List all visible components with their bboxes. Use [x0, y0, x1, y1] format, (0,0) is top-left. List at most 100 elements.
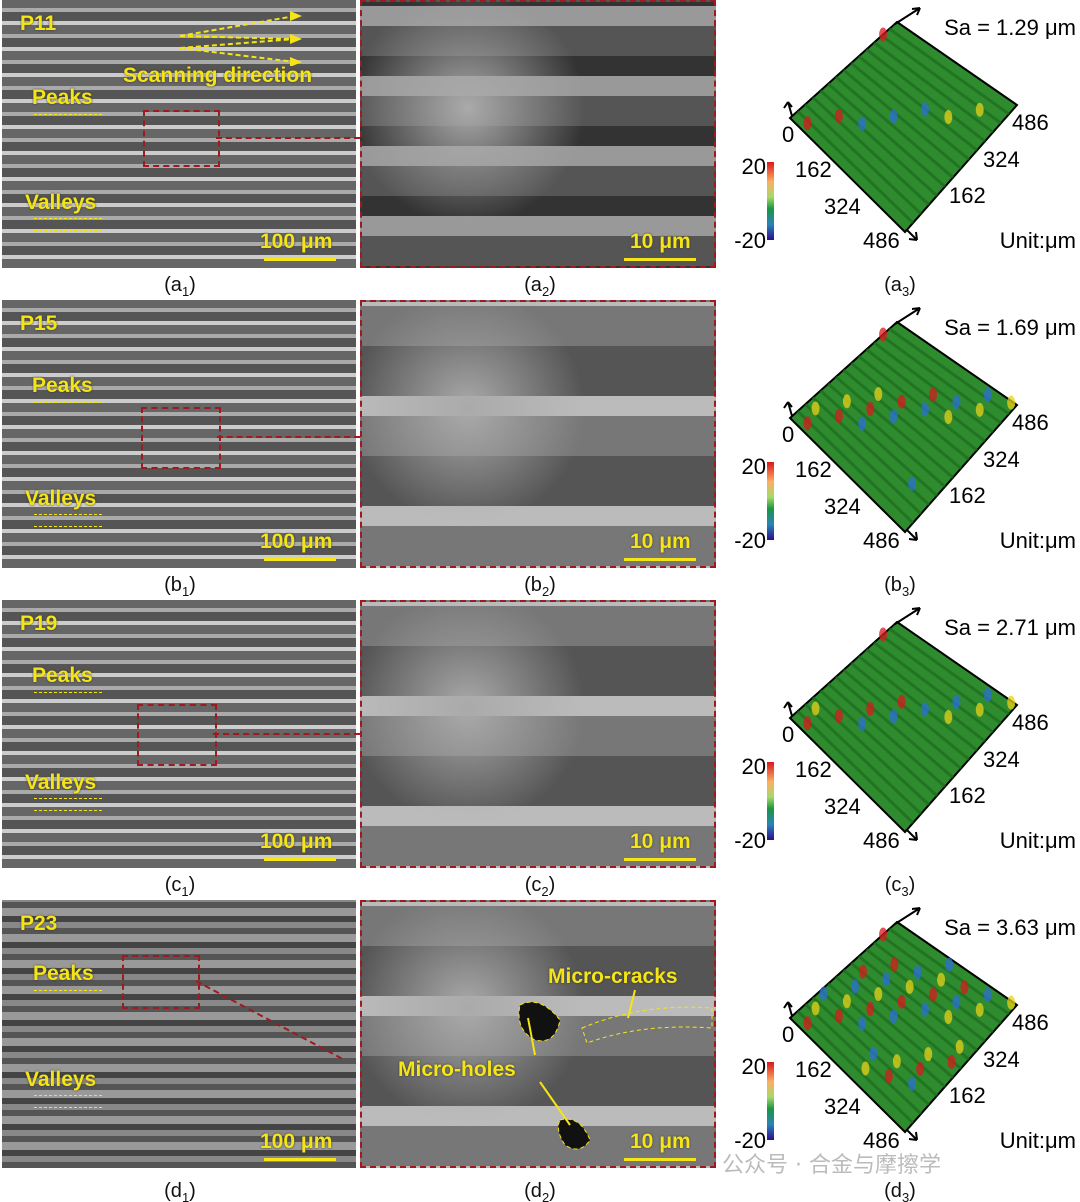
caption-close: )	[189, 274, 196, 296]
colorbar-max-label: 20	[742, 154, 766, 179]
surface-ridge	[842, 68, 962, 170]
unit-label: Unit:μm	[1000, 1128, 1076, 1153]
surface-ridge	[865, 348, 986, 443]
sample-label: P11	[20, 12, 57, 35]
panel-caption: (a1)	[140, 274, 220, 298]
unit-label: Unit:μm	[1000, 228, 1076, 253]
zoom-region-box	[122, 955, 200, 1009]
sem-image-low-mag: P15 Peaks Valleys 100 μm	[2, 300, 356, 568]
unit-label: Unit:μm	[1000, 528, 1076, 553]
surface-feature	[944, 410, 953, 425]
surface-feature	[874, 987, 883, 1002]
dashed-scan-path	[179, 38, 296, 49]
surface-feature	[811, 1001, 820, 1016]
pointer-arrow	[539, 1081, 571, 1126]
axis-tick: 0	[782, 1022, 794, 1047]
caption-subscript: 1	[181, 284, 190, 299]
surface-ridge	[865, 48, 986, 143]
axis-tick: 324	[983, 447, 1020, 472]
scale-bar-label: 100 μm	[260, 530, 333, 553]
arrow-head-icon	[290, 34, 302, 44]
surface-ridge	[857, 355, 978, 452]
axis-tick: 324	[824, 494, 861, 519]
panel-caption: (c1)	[140, 874, 220, 898]
surface-feature	[866, 1001, 875, 1016]
caption-subscript: 2	[541, 1190, 550, 1202]
scale-bar	[624, 1158, 696, 1161]
axis-arrow	[894, 607, 921, 625]
caption-close: )	[188, 874, 196, 896]
surface-feature	[874, 387, 883, 402]
axis-tick: 486	[1012, 410, 1049, 435]
pointer-arrow	[627, 989, 636, 1019]
sem-image-high-mag: 10 μm	[360, 600, 716, 868]
sem-image-high-mag: 10 μm	[360, 300, 716, 568]
pointer-arrow	[527, 1017, 536, 1056]
figure-row: P11 Peaks Valleys 100 μm 10 μm (a1) (a2) (a3) 0 1…	[0, 0, 1080, 300]
surface-feature	[1007, 395, 1016, 410]
zoom-region-box	[137, 704, 217, 766]
surface-ridge	[842, 368, 962, 470]
caption-letter: (a	[884, 274, 902, 296]
caption-close: )	[549, 274, 556, 296]
surface-feature	[929, 387, 938, 402]
figure-row: P19 Peaks Valleys 100 μm 10 μm (c1) (c2) (c3) 0 1…	[0, 600, 1080, 900]
surface-feature	[975, 402, 984, 417]
valleys-marker	[34, 218, 102, 219]
surface-ridge	[834, 975, 954, 1079]
surface-feature	[858, 1016, 867, 1031]
surface-feature	[879, 927, 888, 942]
roughness-sa-label: Sa = 1.29 μm	[944, 15, 1076, 40]
axis-tick: 162	[795, 157, 832, 182]
scale-bar	[624, 258, 696, 261]
surface-ridge	[888, 27, 1010, 116]
surface-ridge	[834, 375, 954, 479]
surface-feature	[921, 402, 929, 417]
scanning-direction-label: Scanning direction	[123, 64, 313, 87]
caption-subscript: 3	[901, 584, 910, 599]
caption-letter: (d	[164, 1180, 182, 1202]
surface-feature	[803, 116, 812, 131]
surface-ridge	[865, 948, 986, 1043]
surface-feature	[858, 964, 867, 979]
peaks-label: Peaks	[32, 86, 93, 109]
surface-feature	[897, 694, 906, 709]
surface-ridge	[873, 641, 994, 734]
axis-tick: 324	[824, 194, 861, 219]
sem-image-high-mag: 10 μm	[360, 0, 716, 268]
surface-feature	[905, 979, 914, 994]
peaks-marker	[34, 402, 102, 403]
scale-bar	[264, 858, 336, 861]
axis-tick: 486	[1012, 1010, 1049, 1035]
surface-ridge	[857, 655, 978, 752]
unit-label: Unit:μm	[1000, 828, 1076, 853]
valleys-marker	[34, 810, 102, 811]
valleys-marker	[34, 514, 102, 515]
sample-label: P23	[20, 912, 58, 935]
surface-feature	[975, 702, 984, 717]
surface-feature	[842, 394, 851, 409]
axis-arrow	[894, 307, 921, 325]
surface-feature	[889, 109, 898, 124]
surface-ridge	[796, 710, 915, 825]
surface-feature	[889, 1009, 898, 1024]
surface-feature	[913, 965, 922, 980]
caption-subscript: 1	[181, 584, 190, 599]
axis-tick: 0	[782, 422, 794, 447]
panel-caption: (c2)	[500, 875, 580, 898]
scale-bar	[264, 1158, 336, 1161]
scanning-direction-arrows	[179, 11, 302, 66]
colorbar-max-label: 20	[742, 1054, 766, 1079]
surface-feature	[858, 716, 867, 731]
axis-arrow	[906, 229, 918, 241]
axis-tick: 162	[949, 483, 986, 508]
zoom-connector-line	[216, 136, 360, 139]
surface-ridge	[796, 410, 915, 525]
surface-ridge	[857, 955, 978, 1052]
caption-subscript: 2	[541, 284, 550, 299]
surface-ridge	[796, 110, 915, 225]
peaks-marker	[34, 990, 102, 991]
valleys-marker	[34, 1107, 102, 1108]
